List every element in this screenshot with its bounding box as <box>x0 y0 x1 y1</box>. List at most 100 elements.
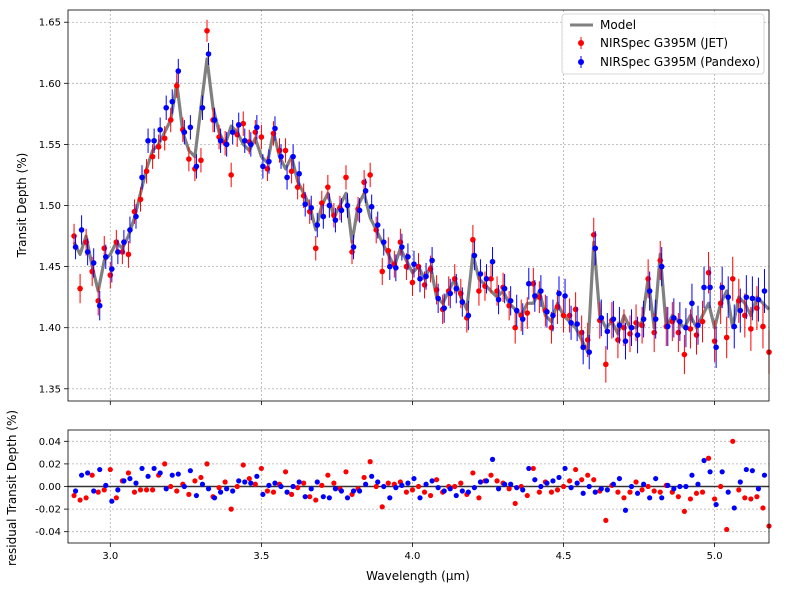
data-point <box>296 170 302 177</box>
data-point <box>161 135 168 142</box>
residual-point <box>675 494 681 500</box>
data-point <box>205 51 212 57</box>
legend: Model NIRSpec G395M (JET) NIRSpec G395M … <box>561 13 765 75</box>
residual-point <box>591 477 597 483</box>
residual-point <box>399 482 405 488</box>
data-point <box>343 174 349 181</box>
legend-pandexo-label: NIRSpec G395M (Pandexo) <box>600 55 760 69</box>
residual-point <box>724 526 730 533</box>
residual-point <box>677 483 683 490</box>
data-point <box>723 334 730 341</box>
data-point <box>223 141 230 148</box>
residual-point <box>266 482 272 488</box>
legend-box <box>561 13 765 75</box>
residual-point <box>137 487 144 493</box>
data-point <box>312 245 319 252</box>
residual-point <box>598 486 604 492</box>
residual-point <box>526 465 532 472</box>
data-point <box>761 288 768 294</box>
residual-point <box>659 495 665 501</box>
residual-point <box>435 485 441 491</box>
data-point <box>586 349 593 355</box>
data-point <box>332 217 339 223</box>
residual-point <box>633 479 639 485</box>
residual-point <box>379 504 385 510</box>
residual-point <box>319 482 325 488</box>
data-point <box>423 273 429 280</box>
data-point <box>167 117 174 123</box>
residual-point <box>83 495 89 501</box>
top-y-tick-label: 1.45 <box>39 262 61 273</box>
residual-point <box>325 472 331 478</box>
data-point <box>729 276 736 282</box>
data-point <box>204 27 210 34</box>
residual-point <box>592 489 598 495</box>
residual-point <box>145 473 151 479</box>
data-point <box>677 318 683 325</box>
residual-point <box>530 465 536 472</box>
residual-point <box>423 481 429 487</box>
data-point <box>149 153 156 160</box>
data-point <box>169 98 176 105</box>
residual-point <box>580 490 586 496</box>
residual-point <box>641 481 647 487</box>
data-point <box>683 324 689 331</box>
data-point <box>399 244 405 250</box>
residual-point <box>169 472 175 478</box>
top-y-tick-label: 1.60 <box>39 79 61 90</box>
data-point <box>488 276 494 282</box>
residual-point <box>736 487 742 493</box>
data-point <box>687 326 694 332</box>
residual-point <box>198 474 204 481</box>
data-point <box>441 305 447 311</box>
bottom-y-tick-label: 0.00 <box>39 482 61 493</box>
residual-point <box>639 487 645 493</box>
residual-point <box>367 459 373 465</box>
data-point <box>568 320 574 326</box>
residual-point <box>320 494 326 500</box>
top-y-tick-label: 1.55 <box>39 140 61 151</box>
residual-point <box>217 489 224 495</box>
residual-point <box>91 488 97 494</box>
data-point <box>320 213 327 220</box>
residual-point <box>211 495 218 501</box>
data-point <box>435 295 441 302</box>
data-point <box>671 315 677 321</box>
data-point <box>604 328 611 335</box>
residual-point <box>373 483 379 490</box>
residual-point <box>307 494 313 500</box>
residual-point <box>121 478 127 484</box>
data-point <box>302 201 308 208</box>
data-point <box>260 163 266 170</box>
residual-point <box>610 481 616 487</box>
residual-point <box>205 486 212 492</box>
residual-point <box>242 479 248 485</box>
residual-point <box>338 488 345 494</box>
residual-point <box>403 489 410 495</box>
residual-point <box>115 487 121 493</box>
data-point <box>689 300 695 307</box>
residual-point <box>621 495 627 501</box>
residual-point <box>113 495 119 501</box>
data-point <box>217 137 224 144</box>
residual-point <box>508 481 514 487</box>
data-point <box>143 168 150 175</box>
top-y-tick-label: 1.65 <box>39 18 61 29</box>
data-point <box>544 309 550 315</box>
residual-point <box>254 473 260 479</box>
data-point <box>157 126 163 133</box>
legend-pandexo-swatch <box>578 59 584 65</box>
data-point <box>211 117 218 123</box>
data-point <box>325 184 331 190</box>
data-point <box>598 315 605 321</box>
residual-point <box>224 486 230 492</box>
residual-point <box>381 483 387 490</box>
residual-point <box>514 485 520 491</box>
residual-point <box>550 478 556 484</box>
data-point <box>701 284 707 291</box>
residual-point <box>385 480 391 486</box>
residual-point <box>101 487 107 493</box>
residual-point <box>699 489 706 495</box>
legend-jet-label: NIRSpec G395M (JET) <box>600 36 728 50</box>
data-point <box>290 153 296 160</box>
